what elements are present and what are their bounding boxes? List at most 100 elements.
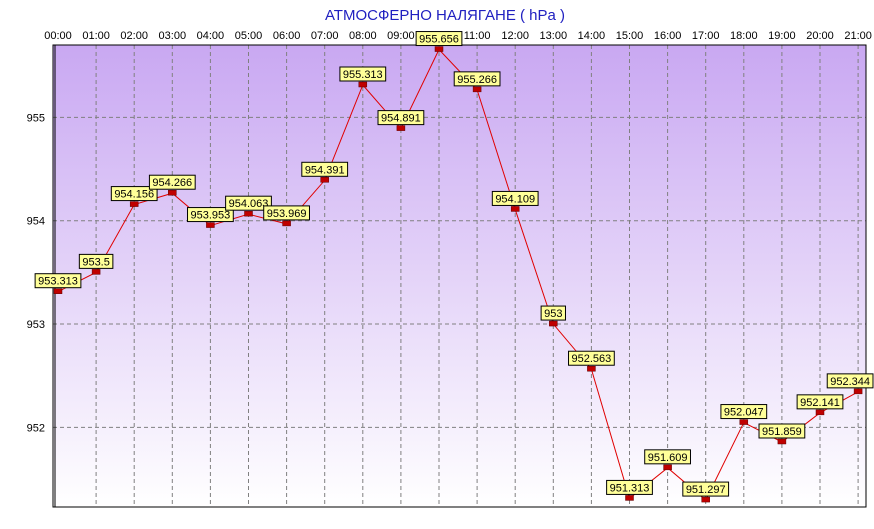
- data-point: [815, 409, 825, 416]
- x-tick-label: 01:00: [82, 30, 110, 42]
- data-label-text: 954.109: [495, 193, 535, 205]
- x-tick-label: 08:00: [349, 30, 377, 42]
- data-label-box: [339, 66, 387, 82]
- data-label-text: 955.266: [457, 74, 497, 86]
- data-label: 951.297: [682, 481, 730, 497]
- data-point: [168, 189, 177, 196]
- x-tick-label: 03:00: [159, 30, 187, 42]
- data-label-box: [148, 174, 196, 190]
- y-tick-label: 954: [27, 216, 45, 228]
- x-tick-label: 00:00: [44, 30, 72, 42]
- data-point: [91, 269, 101, 275]
- data-point: [53, 288, 63, 294]
- data-label-text: 954.391: [305, 164, 345, 176]
- data-label-box: [110, 186, 158, 202]
- data-label: 955.656: [415, 31, 463, 47]
- data-point: [739, 419, 749, 425]
- x-tick-label: 14:00: [578, 30, 606, 42]
- data-label-text: 955.313: [343, 69, 383, 81]
- data-label: 954.266: [148, 174, 196, 190]
- data-label-text: 954.063: [229, 198, 269, 210]
- data-label: 951.859: [758, 423, 806, 439]
- data-label-text: 951.609: [648, 452, 688, 464]
- data-point: [434, 46, 444, 52]
- data-label-box: [415, 31, 463, 47]
- data-label-text: 954.891: [381, 113, 421, 125]
- data-point: [396, 125, 406, 131]
- plot-area: [53, 45, 866, 507]
- data-label: 951.313: [606, 479, 653, 495]
- chart-title: АТМОСФЕРНО НАЛЯГАНЕ ( hPa ): [325, 7, 565, 24]
- data-label: 953: [540, 305, 566, 321]
- data-label-text: 952.141: [800, 397, 840, 409]
- x-tick-label: 07:00: [311, 30, 339, 42]
- data-label-box: [453, 71, 501, 87]
- data-label-text: 953: [544, 308, 562, 320]
- data-label-box: [826, 373, 874, 389]
- data-label-box: [34, 273, 82, 289]
- data-point: [320, 177, 329, 183]
- x-tick-label: 13:00: [540, 30, 568, 42]
- data-point: [625, 495, 634, 501]
- data-point: [244, 210, 253, 217]
- data-point: [701, 496, 710, 503]
- data-point: [510, 206, 520, 212]
- data-label: 955.266: [453, 71, 501, 87]
- data-label: 952.344: [826, 373, 874, 389]
- data-label-box: [682, 481, 730, 497]
- x-tick-label: 16:00: [654, 30, 682, 42]
- data-label-text: 951.313: [610, 482, 650, 494]
- data-point: [282, 220, 291, 227]
- x-tick-label: 02:00: [120, 30, 148, 42]
- y-tick-label: 952: [27, 422, 45, 434]
- data-label: 952.047: [720, 404, 768, 420]
- data-label-box: [225, 195, 272, 211]
- data-label-box: [720, 404, 768, 420]
- data-label-text: 953.313: [38, 276, 78, 288]
- data-label: 953.5: [78, 253, 114, 269]
- data-point: [206, 222, 215, 228]
- data-label: 955.313: [339, 66, 387, 82]
- data-label: 952.141: [796, 394, 844, 410]
- x-tick-label: 21:00: [844, 30, 872, 42]
- data-label-box: [796, 394, 844, 410]
- data-label-text: 955.656: [419, 34, 459, 46]
- data-label-box: [301, 161, 349, 177]
- x-tick-label: 05:00: [235, 30, 263, 42]
- data-label-text: 953.953: [191, 210, 231, 222]
- data-label-text: 951.297: [686, 484, 726, 496]
- data-label: 952.563: [568, 350, 615, 366]
- data-label: 953.313: [34, 273, 82, 289]
- data-label-box: [540, 305, 566, 321]
- y-tick-label: 955: [27, 112, 45, 124]
- data-label-text: 952.563: [572, 353, 612, 365]
- data-label-text: 954.156: [114, 189, 154, 201]
- data-label-box: [606, 479, 653, 495]
- data-point: [358, 81, 368, 88]
- data-point: [549, 320, 558, 327]
- data-label: 954.063: [225, 195, 272, 211]
- x-tick-label: 15:00: [616, 30, 644, 42]
- data-point: [587, 365, 596, 372]
- data-label-text: 951.859: [762, 426, 802, 438]
- data-label-text: 952.344: [830, 376, 870, 388]
- data-label: 953.969: [263, 205, 310, 221]
- data-label-box: [187, 207, 234, 223]
- data-label-text: 953.5: [82, 256, 110, 268]
- data-label-text: 954.266: [152, 177, 192, 189]
- x-tick-label: 04:00: [197, 30, 225, 42]
- x-tick-label: 09:00: [387, 30, 415, 42]
- data-label: 954.891: [377, 110, 425, 126]
- data-label-box: [491, 190, 539, 206]
- x-tick-label: 12:00: [501, 30, 529, 42]
- data-label-box: [568, 350, 615, 366]
- data-point: [853, 388, 863, 395]
- data-label-text: 953.969: [267, 208, 307, 220]
- x-tick-label: 06:00: [273, 30, 301, 42]
- data-point: [663, 464, 672, 471]
- x-tick-label: 20:00: [806, 30, 834, 42]
- data-label: 951.609: [644, 449, 691, 465]
- x-tick-label: 19:00: [768, 30, 796, 42]
- data-label-text: 952.047: [724, 407, 764, 419]
